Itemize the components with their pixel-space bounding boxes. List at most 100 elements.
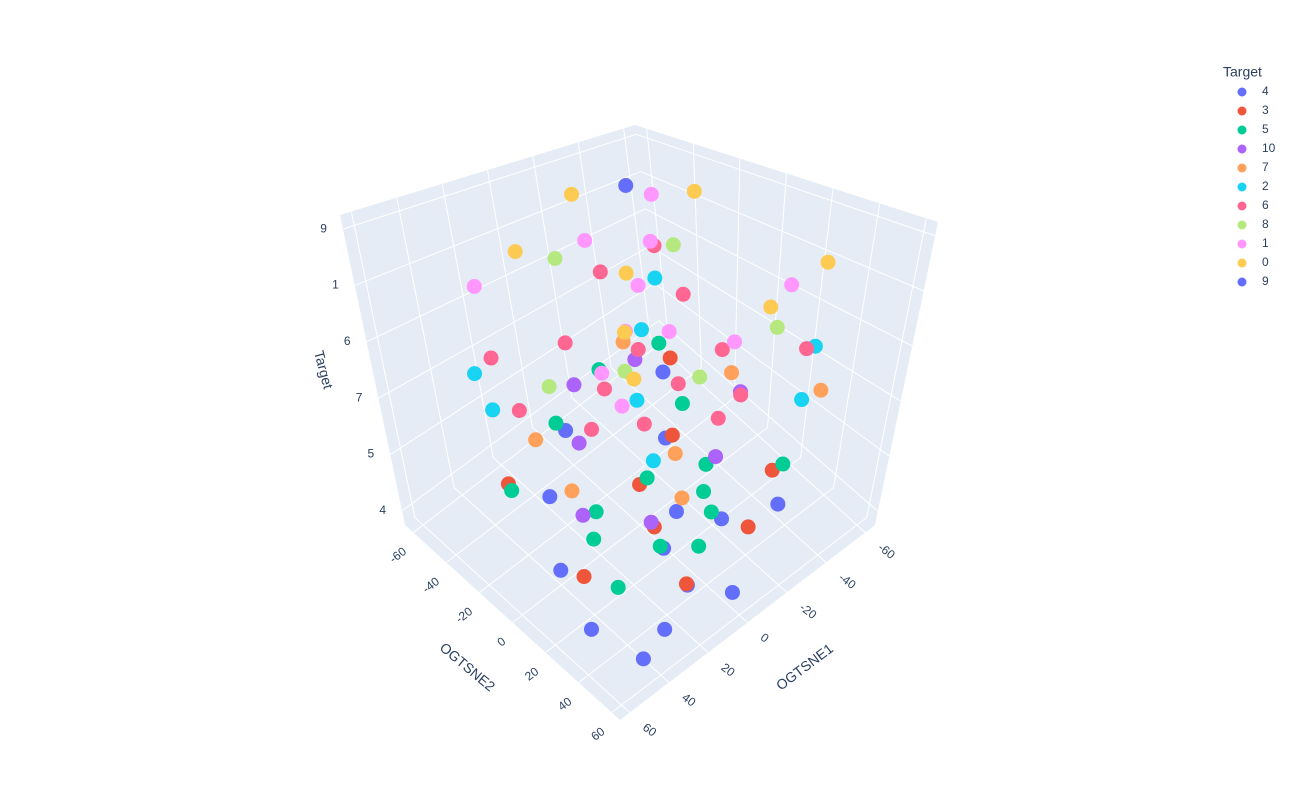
x-axis-title: OGTSNE1: [773, 640, 836, 693]
point: [733, 387, 749, 403]
y-tick-label: 20: [522, 664, 541, 683]
grid-line: [577, 142, 612, 368]
point: [740, 519, 756, 535]
point: [528, 432, 544, 448]
legend-title: Target: [1223, 64, 1262, 80]
point: [769, 319, 785, 335]
point: [820, 254, 836, 270]
grid-line: [350, 211, 416, 518]
point: [630, 342, 646, 357]
legend-label: 6: [1262, 198, 1269, 212]
legend-marker: [1237, 182, 1247, 192]
grid-line: [646, 128, 669, 338]
point: [714, 342, 730, 358]
point: [652, 538, 668, 554]
legend-label: 2: [1262, 179, 1269, 193]
point: [724, 584, 740, 600]
scene: [340, 125, 938, 720]
legend-marker: [1237, 144, 1247, 154]
grid-line: [396, 197, 455, 488]
legend-marker: [1237, 220, 1247, 230]
point: [626, 371, 642, 387]
grid-line: [342, 133, 637, 230]
legend-marker: [1237, 239, 1247, 249]
point: [571, 435, 587, 451]
x-tick-label: 20: [719, 660, 738, 679]
point: [642, 233, 658, 249]
legend-label: 0: [1262, 255, 1269, 269]
grid-line: [354, 171, 641, 286]
grid-line: [833, 203, 881, 488]
point: [467, 366, 483, 382]
x-tick-label: -60: [875, 540, 898, 562]
point: [630, 277, 646, 293]
grid-line: [512, 427, 768, 623]
point: [614, 398, 630, 414]
point: [692, 369, 708, 385]
point: [667, 446, 683, 462]
point: [647, 270, 663, 286]
legend-marker: [1237, 258, 1247, 268]
legend-label: 5: [1262, 122, 1269, 136]
y-tick-label: -60: [387, 544, 410, 566]
legend-marker: [1237, 106, 1247, 116]
point: [708, 449, 724, 465]
point: [618, 265, 634, 281]
grid-line: [479, 397, 735, 593]
point: [770, 496, 786, 512]
point: [763, 299, 779, 315]
point: [586, 531, 602, 547]
z-tick-label: 6: [344, 334, 351, 348]
x-tick-label: -40: [836, 570, 859, 592]
point: [727, 334, 743, 350]
wall-pane: [635, 125, 938, 525]
point: [542, 489, 558, 505]
x-tick-label: 0: [758, 630, 772, 645]
grid-line: [623, 128, 651, 338]
point: [665, 237, 681, 253]
point: [564, 483, 580, 499]
point: [799, 341, 815, 357]
grid-line: [767, 173, 787, 428]
grid-line: [389, 282, 655, 455]
point: [662, 350, 678, 366]
point: [507, 244, 523, 260]
point: [691, 538, 707, 554]
grid-line: [487, 169, 533, 428]
point: [610, 579, 626, 595]
point: [643, 514, 659, 530]
point: [629, 392, 645, 408]
grid-line: [578, 487, 834, 683]
z-axis-title: Target: [311, 349, 337, 391]
grid-line: [401, 320, 660, 512]
point: [678, 576, 694, 592]
point: [703, 504, 719, 520]
legend-label: 7: [1262, 160, 1269, 174]
point: [616, 324, 632, 340]
point: [483, 350, 499, 366]
grid-line: [635, 133, 936, 237]
z-tick-label: 9: [320, 221, 327, 235]
point: [670, 376, 686, 392]
point: [813, 382, 829, 398]
point: [643, 186, 659, 202]
point: [576, 569, 592, 585]
legend-label: 1: [1262, 236, 1269, 250]
point: [618, 178, 634, 194]
point: [577, 232, 593, 248]
y-axis-title: OGTSNE2: [437, 639, 499, 694]
point: [564, 186, 580, 202]
point: [566, 377, 582, 393]
legend-label: 4: [1262, 84, 1269, 98]
x-tick-label: -20: [797, 600, 820, 622]
point: [588, 504, 604, 520]
point: [592, 264, 608, 280]
point: [724, 365, 740, 381]
point: [547, 250, 563, 266]
legend-marker: [1237, 277, 1247, 287]
point: [686, 183, 702, 199]
point: [635, 651, 651, 667]
z-tick-label: 1: [332, 278, 339, 292]
grid-line: [866, 218, 927, 518]
legend-label: 8: [1262, 217, 1269, 231]
